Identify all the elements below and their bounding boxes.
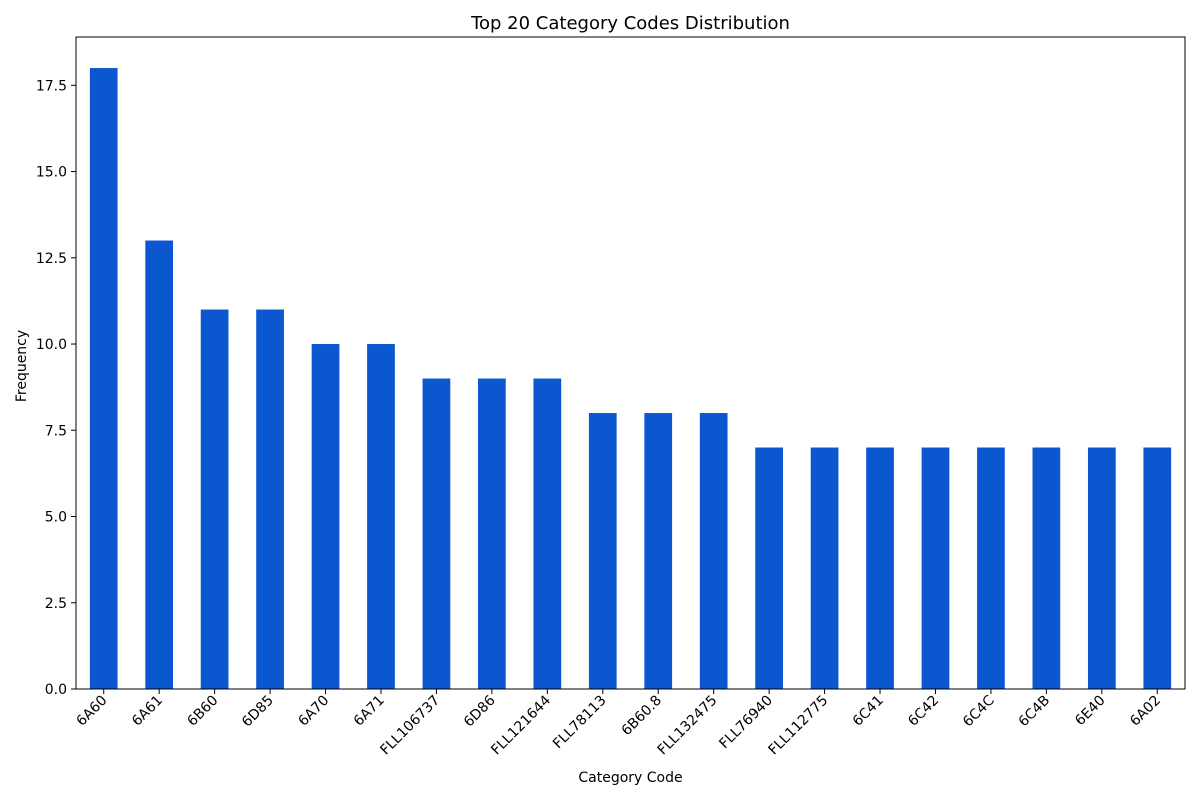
x-tick-label: 6B60: [184, 693, 221, 730]
x-tick-label: FLL106737: [377, 693, 443, 759]
bar-6A61: [145, 240, 174, 689]
bar-FLL78113: [588, 413, 617, 689]
plot-frame: [75, 36, 1186, 690]
x-tick-label: 6D85: [239, 693, 277, 731]
bar-6D85: [256, 309, 284, 689]
x-tick-label: 6A70: [295, 693, 332, 730]
x-tick-label: FLL132475: [655, 693, 721, 759]
bar-6E40: [1087, 447, 1116, 689]
bar-FLL76940: [755, 447, 783, 689]
x-tick-label: 6E40: [1072, 693, 1108, 729]
bar-6A71: [367, 344, 395, 689]
bar-6B60.8: [644, 413, 673, 689]
x-tick-label: FLL112775: [766, 693, 832, 759]
y-tick-label: 12.5: [36, 251, 67, 267]
y-axis-label: Frequency: [14, 330, 30, 402]
bar-6C4C: [977, 447, 1005, 689]
x-tick-label: FLL76940: [716, 693, 776, 753]
y-tick-label: 17.5: [36, 78, 67, 94]
y-axis: 0.0 2.5 5.0 7.5 10.0 12.5 15.0 17.5: [36, 78, 76, 698]
bar-6C4B: [1032, 447, 1061, 689]
bar-FLL112775: [810, 447, 839, 689]
bar-6B60: [200, 309, 229, 689]
bar-6C41: [866, 447, 894, 689]
x-tick-label: 6A60: [74, 693, 111, 730]
y-tick-label: 2.5: [45, 596, 67, 612]
bar-6C42: [921, 447, 950, 689]
y-tick-label: 15.0: [36, 165, 67, 181]
x-tick-label: 6C4C: [960, 692, 998, 730]
bar-FLL132475: [699, 413, 728, 689]
y-tick-label: 5.0: [45, 510, 67, 526]
x-tick-label: 6A61: [129, 693, 166, 730]
x-tick-label: 6A02: [1127, 693, 1164, 730]
x-tick-label: FLL78113: [550, 693, 610, 753]
x-tick-label: 6B60.8: [619, 693, 665, 739]
x-tick-label: 6C41: [850, 693, 887, 730]
x-tick-label: 6C4B: [1016, 693, 1054, 731]
x-tick-label: 6D86: [461, 692, 499, 730]
chart-title: Top 20 Category Codes Distribution: [470, 13, 790, 34]
bar-FLL106737: [422, 378, 451, 689]
x-tick-label: FLL121644: [488, 692, 554, 758]
bar-6A60: [89, 68, 118, 690]
bar-FLL121644: [533, 378, 562, 689]
y-tick-label: 10.0: [36, 337, 67, 353]
x-tick-label: 6A71: [351, 693, 388, 730]
bar-6A02: [1143, 447, 1172, 689]
bar-6A70: [311, 344, 340, 689]
y-tick-label: 7.5: [45, 423, 67, 439]
bar-6D86: [478, 378, 506, 689]
x-tick-label: 6C42: [905, 693, 942, 730]
y-tick-label: 0.0: [45, 682, 67, 698]
x-axis-label: Category Code: [578, 770, 682, 786]
bars-group: [89, 68, 1172, 690]
